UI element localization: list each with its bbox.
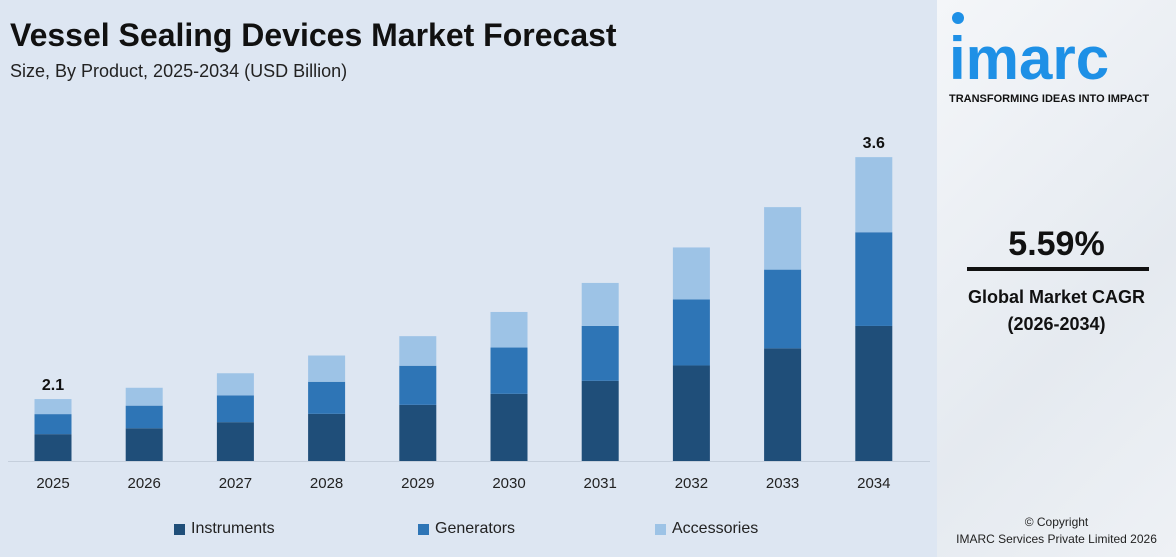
x-tick-label: 2032 [675, 475, 708, 492]
bar-generators-2030 [490, 347, 528, 394]
bar-accessories-2034 [855, 157, 893, 233]
cagr-value: 5.59% [1008, 225, 1105, 263]
imarc-logo: imarc [949, 25, 1110, 92]
bar-instruments-2027 [216, 422, 254, 461]
bar-generators-2026 [125, 405, 163, 429]
data-label: 2.1 [42, 377, 64, 394]
bar-generators-2029 [399, 365, 437, 405]
legend-label: Instruments [191, 520, 275, 537]
x-tick-label: 2033 [766, 475, 799, 492]
bar-instruments-2026 [125, 428, 163, 461]
legend-item-instruments: Instruments [174, 519, 275, 539]
legend-swatch [418, 523, 429, 535]
chart-panel: Vessel Sealing Devices Market Forecast S… [8, 17, 930, 539]
logo-dot [952, 12, 964, 24]
x-tick-label: 2025 [36, 475, 69, 492]
cagr-label-text: Global Market CAGR [967, 287, 1146, 307]
copyright: © Copyright IMARC Services Private Limit… [937, 514, 1176, 548]
bar-accessories-2026 [125, 387, 163, 406]
chart-subtitle: Size, By Product, 2025-2034 (USD Billion… [10, 61, 348, 81]
bar-generators-2031 [581, 325, 619, 381]
data-label: 3.6 [863, 135, 885, 152]
bar-accessories-2032 [672, 247, 710, 300]
copyright-owner: IMARC Services Private Limited 2026 [956, 532, 1157, 546]
bar-accessories-2025 [34, 399, 72, 415]
cagr-period: (2026-2034) [1007, 314, 1106, 334]
bar-generators-2027 [216, 395, 254, 423]
legend-item-generators: Generators [418, 519, 515, 539]
divider [967, 267, 1149, 271]
bar-accessories-2029 [399, 336, 437, 366]
bar-instruments-2030 [490, 393, 528, 461]
legend-swatch [655, 523, 666, 535]
bar-generators-2028 [308, 381, 346, 414]
x-tick-label: 2027 [219, 475, 252, 492]
bar-accessories-2028 [308, 355, 346, 382]
legend-label: Generators [435, 520, 516, 537]
bar-instruments-2028 [308, 413, 346, 461]
cagr-label: Global Market CAGR (2026-2034) [937, 284, 1176, 338]
bar-accessories-2033 [764, 207, 802, 270]
bar-generators-2033 [764, 269, 802, 349]
bar-instruments-2031 [581, 380, 619, 461]
bar-instruments-2025 [34, 434, 72, 461]
bar-instruments-2033 [764, 348, 802, 461]
bar-generators-2034 [855, 232, 893, 326]
x-tick-label: 2034 [857, 475, 890, 492]
x-tick-label: 2028 [310, 475, 343, 492]
tagline: TRANSFORMING IDEAS INTO IMPACT [949, 93, 1150, 105]
copyright-text: © Copyright [1024, 515, 1089, 529]
bar-instruments-2034 [855, 325, 893, 461]
info-panel: imarc TRANSFORMING IDEAS INTO IMPACT 5.5… [937, 0, 1176, 557]
legend-item-accessories: Accessories [655, 519, 758, 539]
chart-title: Vessel Sealing Devices Market Forecast [10, 17, 617, 53]
legend-swatch [174, 523, 185, 535]
bar-chart: 2025 2.1 2026 2027 2028 2029 2030 2031 2032 2033 2… [8, 135, 930, 492]
x-tick-label: 2026 [128, 475, 161, 492]
bar-generators-2032 [672, 299, 710, 366]
bar-accessories-2030 [490, 311, 528, 348]
bar-instruments-2032 [672, 365, 710, 461]
bar-generators-2025 [34, 414, 72, 435]
x-tick-label: 2029 [401, 475, 434, 492]
x-tick-label: 2031 [584, 475, 617, 492]
x-tick-label: 2030 [492, 475, 525, 492]
legend-label: Accessories [672, 520, 759, 537]
bar-instruments-2029 [399, 404, 437, 461]
bar-accessories-2027 [216, 373, 254, 396]
bar-accessories-2031 [581, 282, 619, 326]
